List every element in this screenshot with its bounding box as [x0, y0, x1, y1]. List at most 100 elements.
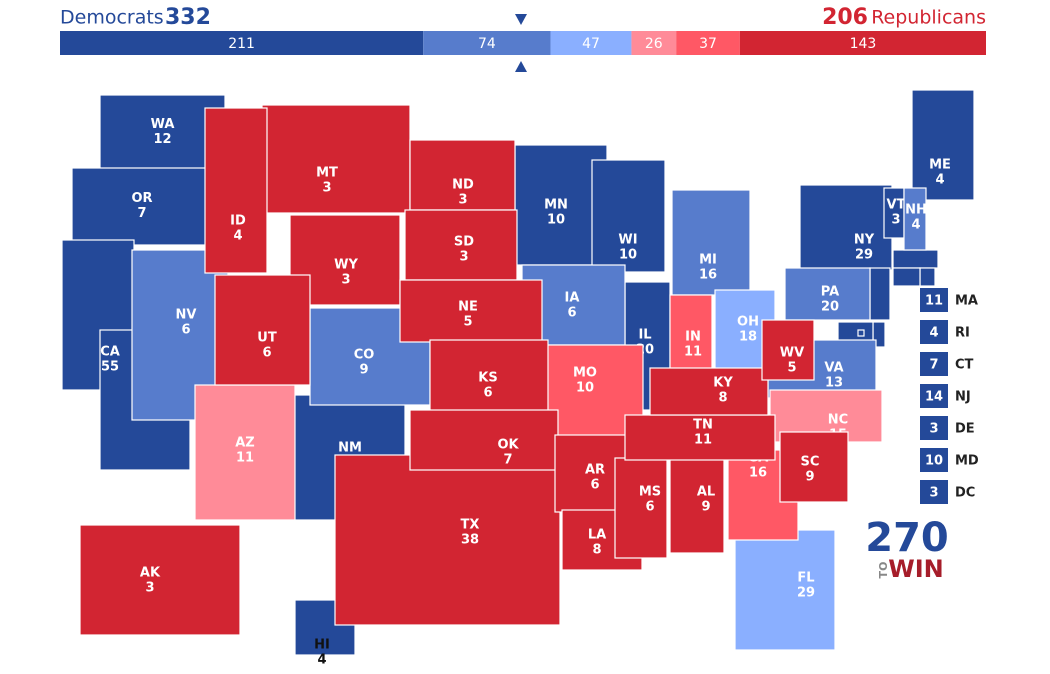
state — [869, 267, 891, 321]
state — [399, 279, 543, 343]
state-abbr: CA — [100, 345, 120, 360]
inset-ev: 3 — [929, 486, 938, 501]
inset-abbr: MA — [955, 294, 978, 309]
state-abbr: AL — [697, 485, 715, 500]
state-ev: 5 — [787, 361, 796, 376]
state-abbr: MN — [544, 198, 568, 213]
midpoint-arrow — [515, 61, 527, 72]
state — [624, 414, 776, 461]
state-ev: 9 — [805, 470, 814, 485]
state-ev: 3 — [459, 250, 468, 265]
inset-ev: 4 — [929, 326, 938, 341]
state-ev: 12 — [153, 132, 171, 147]
state — [761, 319, 815, 381]
state-ev: 9 — [359, 363, 368, 378]
inset-abbr: NJ — [955, 390, 971, 405]
state — [779, 431, 849, 503]
state-abbr: KS — [478, 371, 497, 386]
state — [591, 159, 666, 273]
state-abbr: ND — [452, 178, 474, 193]
state-abbr: MT — [316, 166, 338, 181]
bar-label: 211 — [228, 36, 255, 52]
state-abbr: ID — [230, 214, 246, 229]
state-ev: 16 — [749, 466, 767, 481]
state-ev: 3 — [891, 213, 900, 228]
inset-abbr: DC — [955, 486, 975, 501]
state-abbr: NV — [176, 308, 197, 323]
dem-label: Democrats — [60, 7, 164, 29]
state-ev: 4 — [233, 229, 242, 244]
inset-abbr: CT — [955, 358, 974, 373]
state-abbr: TN — [693, 418, 713, 433]
state-abbr: UT — [257, 331, 277, 346]
inset-ev: 14 — [925, 390, 943, 405]
state-abbr: VA — [824, 361, 843, 376]
state-ev: 4 — [317, 653, 326, 668]
state-ev: 7 — [503, 453, 512, 468]
inset-box — [920, 480, 948, 504]
inset-box — [920, 384, 948, 408]
state-ev: 29 — [855, 248, 873, 263]
state-ev: 5 — [463, 315, 472, 330]
state-ev: 10 — [619, 248, 637, 263]
state-abbr: NE — [458, 300, 478, 315]
state-ev: 29 — [797, 586, 815, 601]
state-ev: 38 — [461, 533, 479, 548]
state-abbr: IL — [638, 328, 651, 343]
inset-abbr: RI — [955, 326, 970, 341]
inset-ev: 10 — [925, 454, 943, 469]
bar-label: 26 — [645, 36, 663, 52]
state-abbr: TX — [461, 518, 480, 533]
inset-ev: 3 — [929, 422, 938, 437]
state-abbr: NC — [828, 413, 848, 428]
logo-win: WIN — [888, 555, 944, 583]
inset-ev: 7 — [929, 358, 938, 373]
state-ev: 11 — [694, 433, 712, 448]
state-ev: 6 — [181, 323, 190, 338]
state-ev: 10 — [547, 213, 565, 228]
state — [404, 209, 518, 281]
state-ev: 11 — [236, 451, 254, 466]
state-ev: 10 — [576, 381, 594, 396]
state-abbr: IA — [565, 291, 580, 306]
state — [799, 184, 893, 271]
state-abbr: OK — [497, 438, 519, 453]
state-abbr: KY — [713, 376, 733, 391]
state — [409, 409, 559, 471]
state-ev: 13 — [825, 376, 843, 391]
inset-box — [920, 320, 948, 344]
state-ev: 3 — [322, 181, 331, 196]
state — [409, 139, 516, 211]
bar-label: 47 — [582, 36, 600, 52]
state-abbr: MS — [639, 485, 661, 500]
inset-box — [920, 416, 948, 440]
state-ev: 9 — [701, 500, 710, 515]
state-abbr: CO — [354, 348, 375, 363]
logo: 270 TO WIN — [865, 515, 949, 583]
state-abbr: NH — [905, 203, 927, 218]
state-ev: 6 — [590, 478, 599, 493]
inset-box — [920, 352, 948, 376]
bar-label: 74 — [478, 36, 496, 52]
state — [903, 187, 927, 251]
dem-total: 332 — [165, 5, 211, 30]
state — [214, 274, 311, 386]
inset-abbr: MD — [955, 454, 979, 469]
state-abbr: VT — [887, 198, 906, 213]
state — [79, 524, 241, 636]
state — [669, 457, 725, 554]
inset-box — [920, 288, 948, 312]
state — [734, 529, 836, 651]
bar-segment — [423, 31, 551, 55]
state-abbr: NY — [854, 233, 875, 248]
state-ev: 6 — [645, 500, 654, 515]
state-ev: 6 — [483, 386, 492, 401]
bar-segment — [676, 31, 740, 55]
state-ev: 20 — [821, 300, 839, 315]
state-abbr: WI — [618, 233, 637, 248]
state-abbr: MO — [573, 366, 597, 381]
state — [911, 89, 975, 201]
state — [334, 454, 561, 626]
